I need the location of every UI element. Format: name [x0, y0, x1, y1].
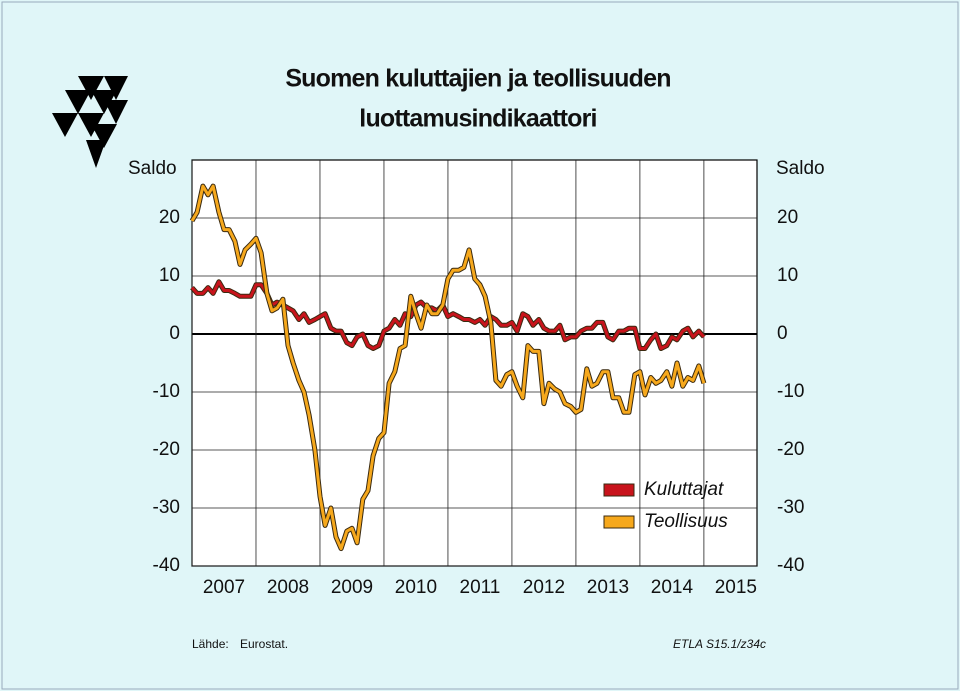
- y2-tick-label: 0: [777, 323, 788, 344]
- y-tick-label: -40: [153, 555, 180, 576]
- logo: [52, 76, 128, 168]
- legend-swatch: [603, 515, 635, 529]
- line: [190, 184, 706, 551]
- x-tick-label: 2010: [395, 577, 437, 598]
- x-tick-label: 2007: [203, 577, 245, 598]
- legend-swatch: [603, 483, 635, 497]
- y2-tick-label: -20: [777, 439, 804, 460]
- y-tick-label: 0: [169, 323, 180, 344]
- y-tick-label: 20: [159, 207, 180, 228]
- plot-area: [191, 159, 758, 567]
- source-label: Lähde:: [192, 637, 229, 651]
- x-tick-label: 2012: [523, 577, 565, 598]
- x-tick-label: 2013: [587, 577, 629, 598]
- line: [190, 280, 706, 350]
- y2-tick-label: 20: [777, 207, 798, 228]
- y2-tick-label: -40: [777, 555, 804, 576]
- legend-label: Teollisuus: [644, 511, 728, 532]
- chart-title: luottamusindikaattori: [359, 105, 596, 133]
- y-tick-label: 10: [159, 265, 180, 286]
- y-tick-label: -10: [153, 381, 180, 402]
- x-tick-label: 2014: [651, 577, 694, 598]
- y-tick-label: -20: [153, 439, 180, 460]
- y2-axis-label: Saldo: [776, 158, 825, 179]
- y2-tick-label: -10: [777, 381, 804, 402]
- chart-title: Suomen kuluttajien ja teollisuuden: [285, 65, 670, 93]
- x-tick-label: 2011: [460, 577, 501, 598]
- source: Eurostat.: [240, 637, 288, 651]
- y2-tick-label: -30: [777, 497, 804, 518]
- x-tick-label: 2009: [331, 577, 373, 598]
- x-tick-label: 2008: [267, 577, 309, 598]
- y-axis-label: Saldo: [128, 158, 177, 179]
- y2-tick-label: 10: [777, 265, 798, 286]
- chart-code: ETLA S15.1/z34c: [673, 637, 766, 651]
- x-tick-label: 2015: [715, 577, 757, 598]
- legend-label: Kuluttajat: [644, 479, 724, 500]
- y-tick-label: -30: [153, 497, 180, 518]
